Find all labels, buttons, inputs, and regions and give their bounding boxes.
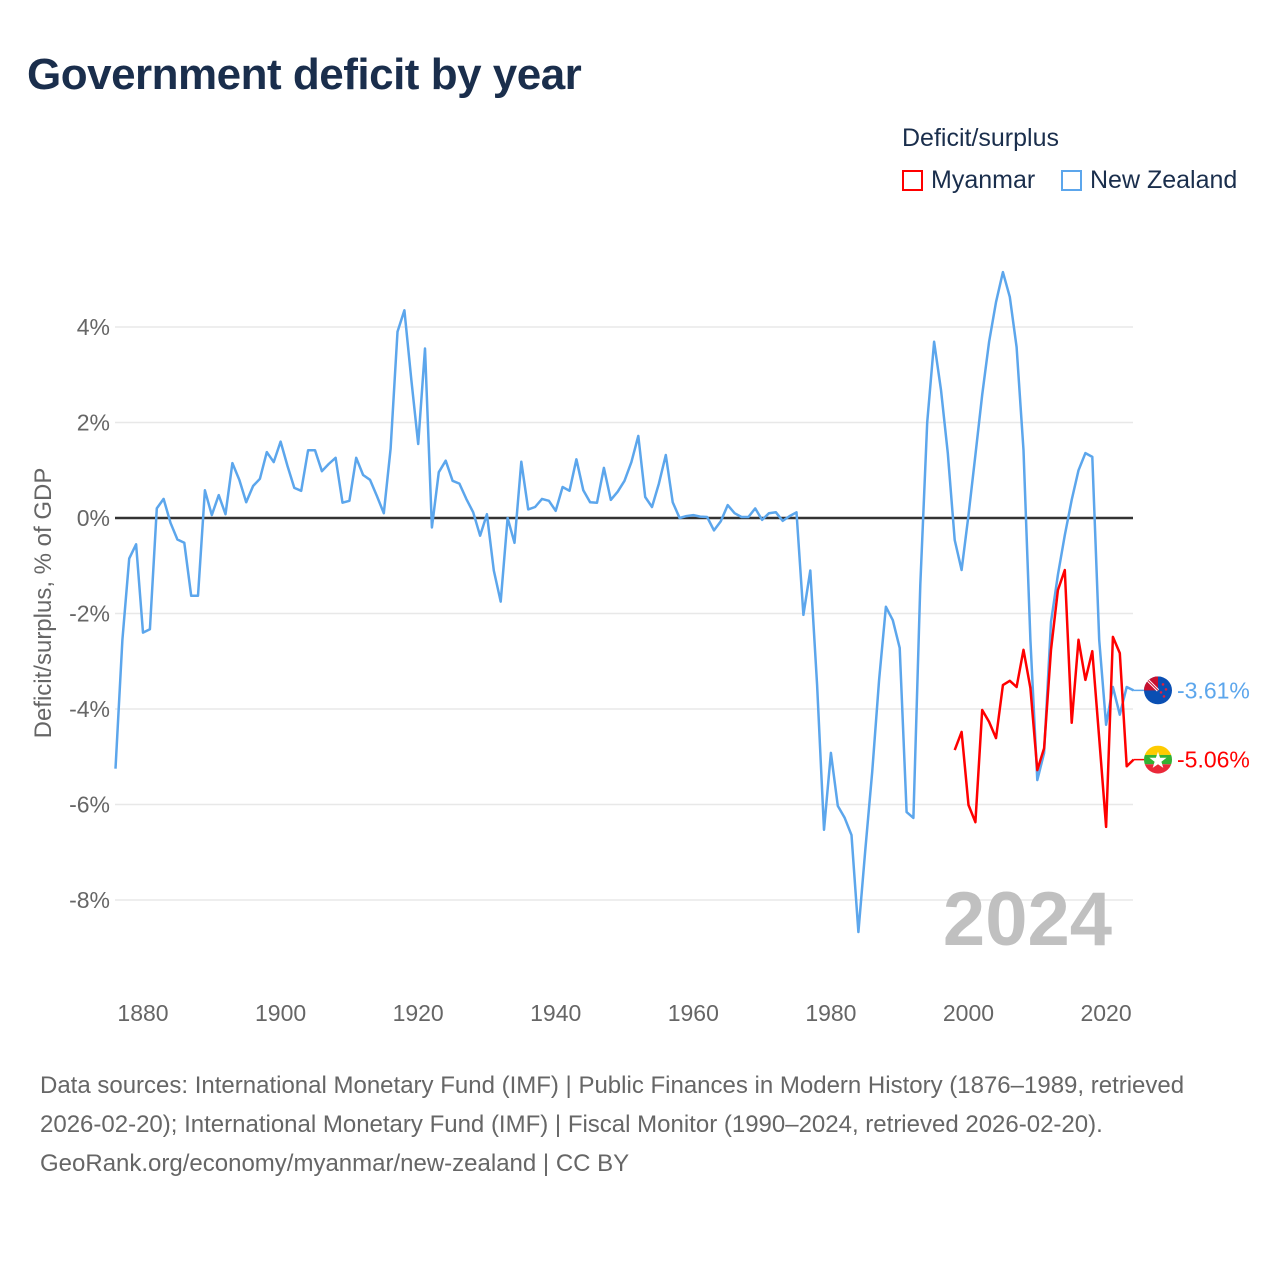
x-tick-label: 1940 [530,1000,581,1026]
x-tick-label: 1880 [117,1000,168,1026]
y-tick-label: -6% [69,792,110,818]
x-tick-label: 1960 [668,1000,719,1026]
y-axis-label: Deficit/surplus, % of GDP [30,468,57,739]
y-tick-label: -8% [69,887,110,913]
footer: Data sources: International Monetary Fun… [40,1066,1240,1183]
legend-swatch-myanmar [902,170,923,191]
x-tick-label: 2000 [943,1000,994,1026]
series-line-new-zealand [114,270,1135,934]
end-value-label: -5.06% [1177,747,1250,773]
x-tick-label: 1980 [805,1000,856,1026]
x-tick-label: 1920 [393,1000,444,1026]
myanmar-flag-icon [1144,745,1172,774]
plot-area: 4% 2% 0% -2% -4% -6% -8% 1880 1900 1920 1940 1960 19… [30,270,1250,1026]
y-tick-label: -4% [69,696,110,722]
data-sources: Data sources: International Monetary Fun… [40,1072,1185,1138]
legend-item-myanmar[interactable]: Myanmar [902,166,1035,195]
series-line-myanmar [953,568,1135,829]
y-tick-label: 2% [77,410,110,436]
legend-title: Deficit/surplus [902,124,1059,152]
year-watermark: 2024 [943,877,1112,962]
chart-title: Government deficit by year [27,50,582,99]
y-tick-label: -2% [69,601,110,627]
new-zealand-flag-icon [1144,676,1172,705]
legend-label-myanmar: Myanmar [931,166,1036,194]
end-value-label: -3.61% [1177,677,1250,703]
legend-item-new-zealand[interactable]: New Zealand [1061,166,1237,195]
y-tick-label: 4% [77,314,110,340]
x-tick-label: 1900 [255,1000,306,1026]
y-tick-label: 0% [77,505,110,531]
credit-link[interactable]: GeoRank.org/economy/myanmar/new-zealand … [40,1150,630,1177]
legend-label-new-zealand: New Zealand [1090,166,1238,194]
x-tick-label: 2020 [1080,1000,1131,1026]
legend-swatch-new-zealand [1061,170,1082,191]
